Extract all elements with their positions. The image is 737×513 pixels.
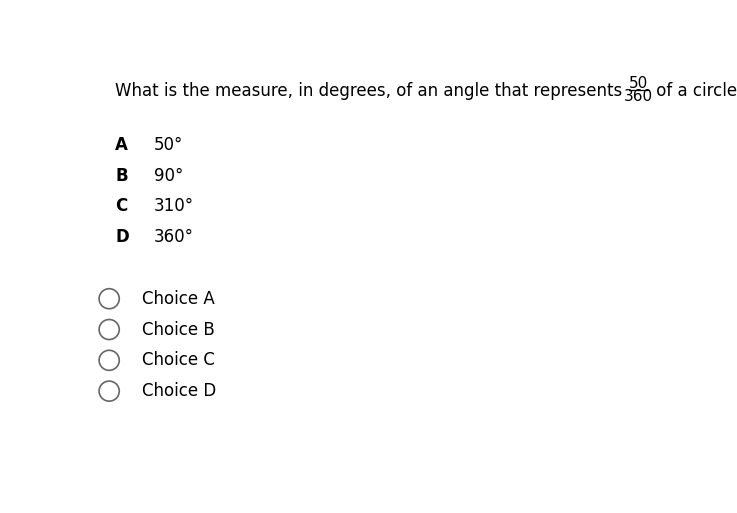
- Text: of a circle?: of a circle?: [651, 82, 737, 100]
- Text: Choice D: Choice D: [142, 382, 217, 400]
- Text: Choice C: Choice C: [142, 351, 215, 369]
- Text: 310°: 310°: [154, 198, 195, 215]
- Text: Choice B: Choice B: [142, 321, 215, 339]
- Text: What is the measure, in degrees, of an angle that represents: What is the measure, in degrees, of an a…: [116, 82, 628, 100]
- Text: 360: 360: [624, 89, 653, 105]
- Text: D: D: [116, 228, 129, 246]
- Text: 360°: 360°: [154, 228, 194, 246]
- Text: 90°: 90°: [154, 167, 184, 185]
- Text: C: C: [116, 198, 128, 215]
- Text: A: A: [116, 136, 128, 154]
- Text: 50: 50: [629, 75, 649, 91]
- Text: 50°: 50°: [154, 136, 184, 154]
- Text: B: B: [116, 167, 128, 185]
- Text: Choice A: Choice A: [142, 290, 215, 308]
